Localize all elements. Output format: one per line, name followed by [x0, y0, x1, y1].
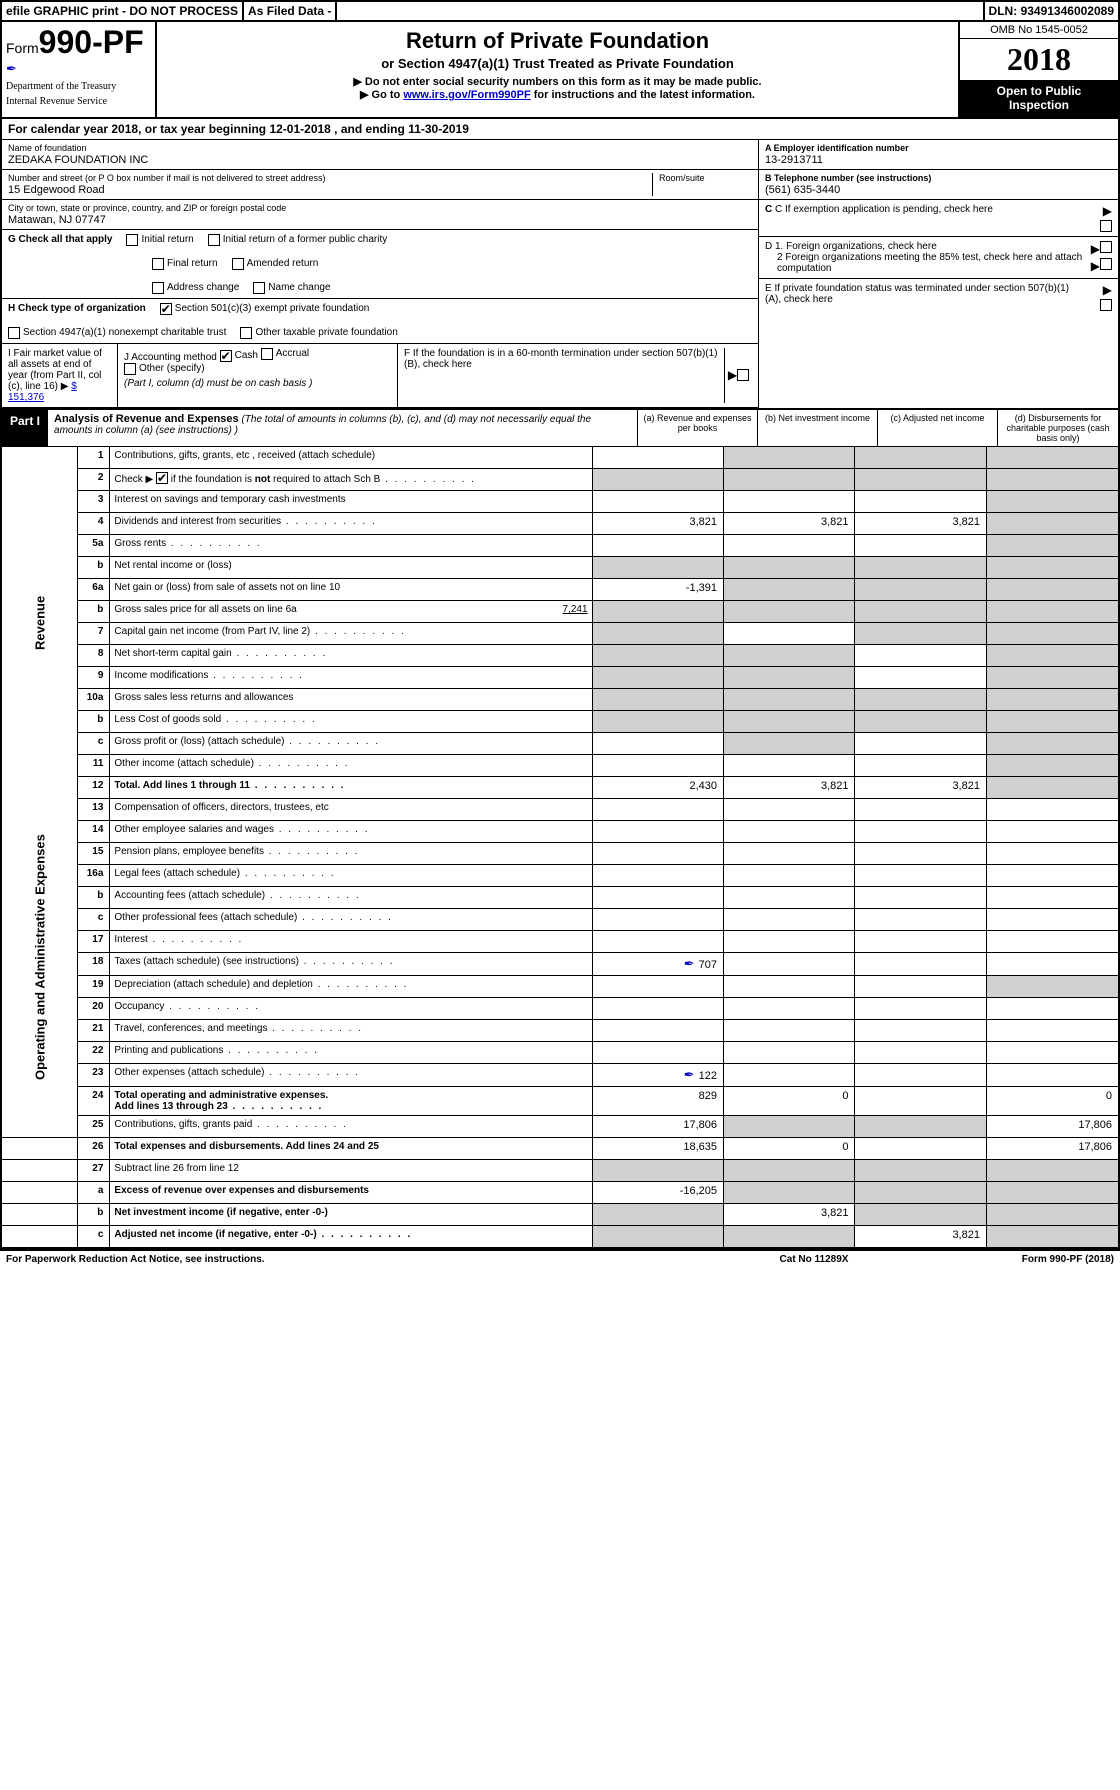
- h-row: H Check type of organization Section 501…: [2, 299, 758, 344]
- info-section: Name of foundation ZEDAKA FOUNDATION INC…: [2, 140, 1118, 408]
- efile-label: efile GRAPHIC print - DO NOT PROCESS: [2, 2, 244, 20]
- checkbox-name[interactable]: [253, 282, 265, 294]
- link-icon[interactable]: ✒: [6, 61, 17, 76]
- checkbox-final[interactable]: [152, 258, 164, 270]
- phone-cell: B Telephone number (see instructions) (5…: [759, 170, 1118, 200]
- checkbox-501c3[interactable]: [160, 303, 172, 315]
- d-row: D 1. Foreign organizations, check here 2…: [759, 237, 1118, 279]
- top-bar: efile GRAPHIC print - DO NOT PROCESS As …: [2, 2, 1118, 22]
- ein-cell: A Employer identification number 13-2913…: [759, 140, 1118, 170]
- checkbox-f[interactable]: [737, 369, 749, 381]
- irs-link[interactable]: www.irs.gov/Form990PF: [403, 89, 530, 101]
- attach-icon[interactable]: ✒: [684, 1067, 695, 1082]
- c-row: C C If exemption application is pending,…: [759, 200, 1118, 237]
- checkbox-other-tax[interactable]: [240, 327, 252, 339]
- checkbox-cash[interactable]: [220, 350, 232, 362]
- ij-row: I Fair market value of all assets at end…: [2, 344, 758, 408]
- checkbox-e[interactable]: [1100, 299, 1112, 311]
- checkbox-d1[interactable]: [1100, 241, 1112, 253]
- checkbox-accrual[interactable]: [261, 348, 273, 360]
- header-right: OMB No 1545-0052 2018 Open to Public Ins…: [958, 22, 1118, 117]
- foundation-name: Name of foundation ZEDAKA FOUNDATION INC: [2, 140, 758, 170]
- header-left: Form990-PF ✒ Department of the Treasury …: [2, 22, 157, 117]
- g-row: G Check all that apply Initial return In…: [2, 230, 758, 299]
- asfiled-label: As Filed Data -: [244, 2, 337, 20]
- address-cell: Number and street (or P O box number if …: [2, 170, 758, 200]
- calendar-year: For calendar year 2018, or tax year begi…: [2, 119, 1118, 140]
- header-title: Return of Private Foundation or Section …: [157, 22, 958, 117]
- checkbox-d2[interactable]: [1100, 258, 1112, 270]
- form-header: Form990-PF ✒ Department of the Treasury …: [2, 22, 1118, 119]
- checkbox-amended[interactable]: [232, 258, 244, 270]
- checkbox-c[interactable]: [1100, 220, 1112, 232]
- checkbox-initial-former[interactable]: [208, 234, 220, 246]
- e-row: E If private foundation status was termi…: [759, 279, 1118, 315]
- dln: DLN: 93491346002089: [985, 2, 1118, 20]
- page-footer: For Paperwork Reduction Act Notice, see …: [0, 1250, 1120, 1268]
- checkbox-schb[interactable]: [156, 472, 168, 484]
- checkbox-4947[interactable]: [8, 327, 20, 339]
- checkbox-address[interactable]: [152, 282, 164, 294]
- form-990pf: efile GRAPHIC print - DO NOT PROCESS As …: [0, 0, 1120, 1250]
- part1-header: Part I Analysis of Revenue and Expenses …: [2, 408, 1118, 447]
- attach-icon[interactable]: ✒: [684, 956, 695, 971]
- checkbox-other-acct[interactable]: [124, 363, 136, 375]
- part1-table: Revenue 1Contributions, gifts, grants, e…: [2, 447, 1118, 1249]
- city-cell: City or town, state or province, country…: [2, 200, 758, 230]
- checkbox-initial[interactable]: [126, 234, 138, 246]
